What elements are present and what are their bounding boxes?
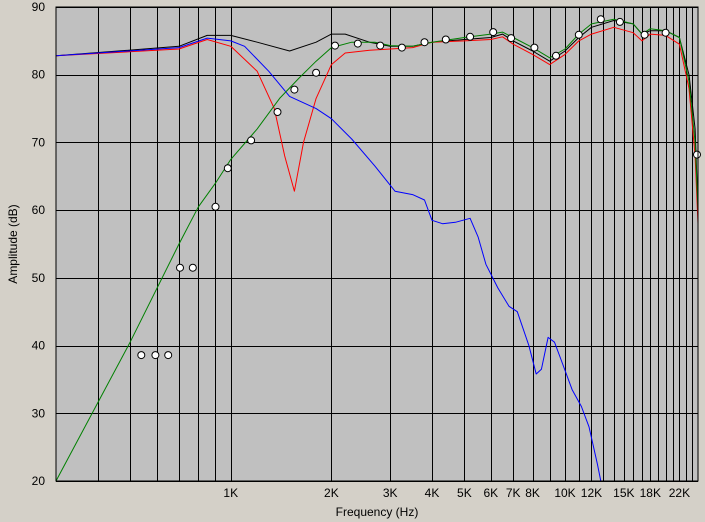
data-point-marker — [353, 39, 362, 48]
data-markers — [137, 15, 701, 360]
data-point-marker — [552, 51, 560, 60]
x-tick-label: 5K — [457, 486, 472, 500]
y-tick-label: 20 — [32, 474, 46, 488]
x-tick-label: 7K — [506, 486, 521, 500]
data-point-marker — [223, 164, 232, 173]
x-tick-label: 10K — [554, 486, 575, 500]
data-point-marker — [420, 38, 429, 47]
y-axis-label: Amplitude (dB) — [6, 204, 20, 283]
y-tick-labels: 20 30 40 50 60 70 80 90 — [32, 0, 46, 488]
data-point-marker — [176, 263, 184, 272]
data-point-marker — [574, 30, 583, 39]
data-point-marker — [312, 68, 321, 77]
data-point-marker — [530, 43, 539, 52]
data-point-marker — [188, 263, 197, 272]
x-tick-label: 6K — [484, 486, 499, 500]
y-tick-label: 70 — [32, 135, 46, 149]
y-tick-label: 40 — [32, 339, 46, 353]
data-point-marker — [290, 85, 299, 94]
data-point-marker — [640, 30, 649, 39]
x-tick-label: 15K — [613, 486, 634, 500]
data-point-marker — [211, 202, 220, 211]
y-tick-label: 60 — [32, 203, 46, 217]
data-point-marker — [273, 108, 282, 116]
data-point-marker — [466, 32, 475, 41]
data-point-marker — [507, 34, 516, 43]
y-tick-label: 80 — [32, 68, 46, 82]
x-axis-label: Frequency (Hz) — [336, 505, 419, 519]
data-point-marker — [615, 17, 624, 26]
y-tick-label: 30 — [32, 406, 46, 420]
data-point-marker — [661, 28, 670, 37]
data-point-marker — [596, 15, 605, 24]
x-tick-label: 18K — [640, 486, 661, 500]
plot-border — [55, 6, 699, 482]
data-point-marker — [693, 150, 701, 159]
x-tick-label: 2K — [324, 486, 339, 500]
x-tick-label: 22K — [669, 486, 690, 500]
x-tick-label: 3K — [383, 486, 398, 500]
data-point-marker — [489, 28, 498, 37]
x-tick-label: 1K — [223, 486, 238, 500]
x-tick-labels: 1K 2K 3K 4K 5K 6K 7K 8K 10K 12K 15K 18K 22K — [223, 486, 690, 500]
series-line — [55, 37, 602, 482]
data-point-marker — [164, 351, 173, 360]
data-point-marker — [376, 41, 385, 50]
data-point-marker — [247, 136, 256, 145]
y-tick-label: 50 — [32, 271, 46, 285]
x-tick-label: 4K — [425, 486, 440, 500]
y-tick-label: 90 — [32, 0, 46, 14]
x-tick-label: 12K — [581, 486, 602, 500]
x-tick-label: 8K — [525, 486, 540, 500]
plot-area — [56, 7, 698, 481]
data-point-marker — [331, 41, 339, 50]
data-point-marker — [137, 351, 146, 360]
data-point-marker — [397, 43, 406, 52]
data-point-marker — [441, 35, 450, 44]
data-point-marker — [151, 351, 160, 360]
series-line — [55, 20, 699, 211]
